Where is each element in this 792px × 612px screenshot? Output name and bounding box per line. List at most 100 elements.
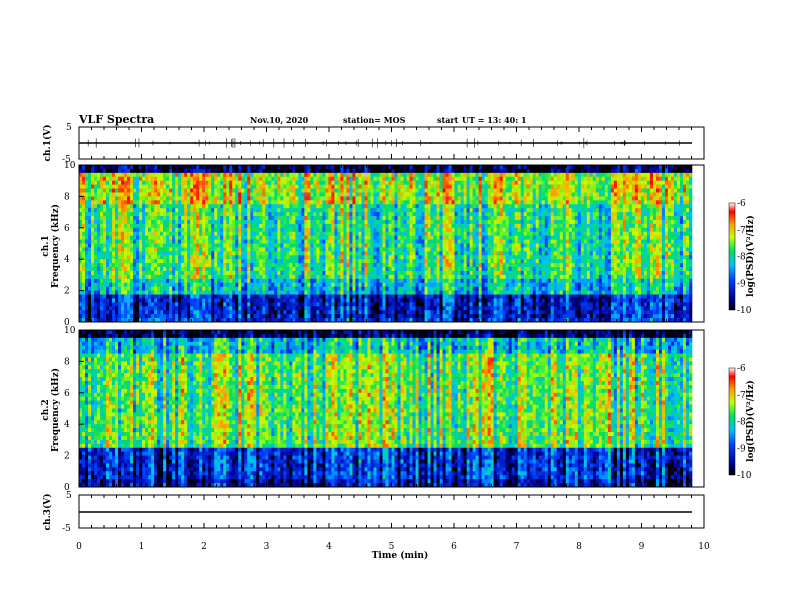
spectrogram-cell (232, 236, 235, 240)
spectrogram-cell (277, 224, 280, 228)
spectrogram-cell (154, 212, 157, 216)
spectrogram-cell (292, 244, 295, 248)
spectrogram-cell (229, 173, 232, 177)
spectrogram-cell (184, 275, 187, 279)
spectrogram-cell (310, 271, 313, 275)
spectrogram-cell (103, 279, 106, 283)
spectrogram-cell (136, 173, 139, 177)
spectrogram-cell (136, 169, 139, 173)
spectrogram-cell (325, 216, 328, 220)
spectrogram-cell (256, 302, 259, 306)
spectrogram-cell (94, 196, 97, 200)
spectrogram-cell (142, 236, 145, 240)
spectrogram-cell (121, 224, 124, 228)
spectrogram-cell (259, 279, 262, 283)
spectrogram-cell (250, 224, 253, 228)
spectrogram-cell (244, 228, 247, 232)
spectrogram-cell (148, 212, 151, 216)
spectrogram-cell (223, 259, 226, 263)
spectrogram-cell (202, 232, 205, 236)
spectrogram-cell (133, 244, 136, 248)
spectrogram-cell (304, 173, 307, 177)
spectrogram-cell (313, 216, 316, 220)
spectrogram-cell (259, 212, 262, 216)
spectrogram-cell (271, 204, 274, 208)
spectrogram-cell (190, 189, 193, 193)
spectrogram-cell (121, 263, 124, 267)
spectrogram-cell (316, 263, 319, 267)
spectrogram-cell (229, 279, 232, 283)
spectrogram-cell (277, 279, 280, 283)
spectrogram-cell (139, 267, 142, 271)
spectrogram-cell (298, 208, 301, 212)
spectrogram-cell (133, 208, 136, 212)
spectrogram-cell (265, 236, 268, 240)
spectrogram-cell (139, 279, 142, 283)
spectrogram-cell (160, 181, 163, 185)
spectrogram-cell (220, 240, 223, 244)
spectrogram-cell (337, 255, 340, 259)
spectrogram-cell (247, 298, 250, 302)
spectrogram-cell (100, 232, 103, 236)
spectrogram-cell (133, 267, 136, 271)
spectrogram-cell (100, 220, 103, 224)
spectrogram-cell (217, 283, 220, 287)
spectrogram-cell (328, 287, 331, 291)
spectrogram-cell (184, 287, 187, 291)
spectrogram-cell (220, 251, 223, 255)
spectrogram-cell (268, 314, 271, 318)
spectrogram-cell (169, 169, 172, 173)
spectrogram-cell (271, 224, 274, 228)
spectrogram-cell (316, 236, 319, 240)
spectrogram-cell (202, 247, 205, 251)
spectrogram-cell (256, 236, 259, 240)
spectrogram-cell (94, 279, 97, 283)
spectrogram-cell (304, 228, 307, 232)
spectrogram-cell (292, 220, 295, 224)
spectrogram-cell (211, 216, 214, 220)
spectrogram-cell (91, 302, 94, 306)
spectrogram-cell (256, 259, 259, 263)
spectrogram-cell (256, 228, 259, 232)
spectrogram-cell (223, 279, 226, 283)
spectrogram-cell (259, 283, 262, 287)
spectrogram-cell (253, 232, 256, 236)
spectrogram-cell (307, 216, 310, 220)
spectrogram-cell (271, 165, 274, 169)
spectrogram-cell (268, 177, 271, 181)
spectrogram-cell (118, 275, 121, 279)
spectrogram-cell (133, 216, 136, 220)
spectrogram-cell (208, 283, 211, 287)
spectrogram-cell (292, 298, 295, 302)
spectrogram-cell (310, 295, 313, 299)
spectrogram-cell (307, 295, 310, 299)
spectrogram-cell (229, 204, 232, 208)
spectrogram-cell (310, 259, 313, 263)
spectrogram-cell (262, 204, 265, 208)
spectrogram-cell (238, 177, 241, 181)
spectrogram-cell (265, 181, 268, 185)
spectrogram-cell (142, 295, 145, 299)
spectrogram-cell (313, 192, 316, 196)
spectrogram-cell (154, 189, 157, 193)
spectrogram-cell (85, 291, 88, 295)
spectrogram-cell (262, 240, 265, 244)
spectrogram-cell (274, 208, 277, 212)
spectrogram-cell (142, 279, 145, 283)
spectrogram-cell (286, 275, 289, 279)
spectrogram-cell (223, 267, 226, 271)
spectrogram-cell (169, 216, 172, 220)
spectrogram-cell (172, 287, 175, 291)
spectrogram-cell (262, 185, 265, 189)
spectrogram-cell (94, 169, 97, 173)
spectrogram-cell (184, 247, 187, 251)
spectrogram-cell (247, 177, 250, 181)
spectrogram-cell (103, 291, 106, 295)
spectrogram-cell (127, 173, 130, 177)
spectrogram-cell (277, 240, 280, 244)
spectrogram-cell (295, 204, 298, 208)
spectrogram-cell (271, 173, 274, 177)
spectrogram-cell (133, 310, 136, 314)
spectrogram-cell (124, 259, 127, 263)
spectrogram-cell (295, 275, 298, 279)
